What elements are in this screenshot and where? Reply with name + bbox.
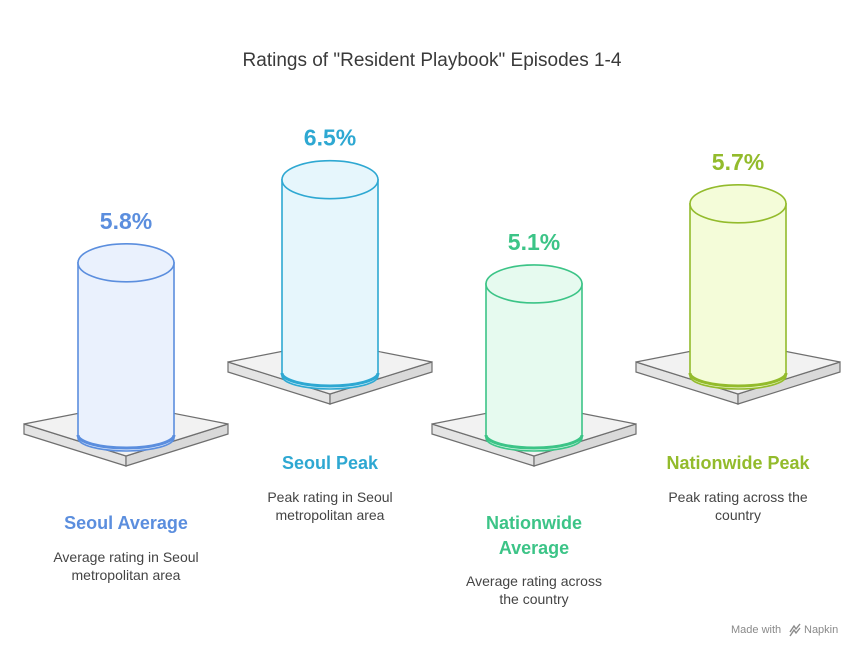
data-label: 5.7% [712, 149, 764, 175]
data-label: 5.1% [508, 229, 560, 255]
bar-bottom-rim [688, 372, 788, 388]
category-description: country [715, 507, 761, 523]
bar-cylinder [485, 283, 583, 452]
bar-bottom-rim [484, 434, 584, 450]
bar-cylinder [77, 262, 175, 452]
category-label: Seoul Peak [282, 453, 379, 473]
data-label: 5.8% [100, 208, 152, 234]
category-description: Average rating in Seoul [53, 549, 198, 565]
bar-group-1: 5.8% Seoul Average Average rating in Seoul… [23, 208, 229, 583]
category-description: Peak rating across the [668, 489, 808, 505]
bar-top-cap [281, 159, 379, 200]
bar-bottom-rim [280, 372, 380, 388]
data-label: 6.5% [304, 125, 356, 151]
category-description: metropolitan area [276, 507, 385, 523]
bar-group-4: 5.7% Nationwide Peak Peak rating across th… [635, 149, 841, 523]
category-description: the country [499, 591, 568, 607]
chart-title: Ratings of "Resident Playbook" Episodes … [243, 50, 622, 71]
bar-bottom-rim [76, 434, 176, 450]
footer-made-with: Made with [731, 624, 781, 636]
footer-brand: Napkin [804, 624, 838, 636]
chart-marks: 5.8% Seoul Average Average rating in Seoul… [23, 125, 841, 607]
category-description: metropolitan area [72, 567, 181, 583]
napkin-logo-icon [789, 623, 801, 637]
bar-top-cap [689, 184, 787, 224]
bar-cylinder [689, 203, 787, 390]
category-description: Peak rating in Seoul [267, 489, 392, 505]
bar-group-3: 5.1% Nationwide Average Average rating acro… [431, 229, 637, 607]
category-label: Seoul Average [64, 513, 188, 533]
bar-top-cap [77, 243, 175, 283]
category-label: Average [499, 538, 569, 558]
bar-top-cap [485, 264, 583, 304]
footer-watermark: Made with Napkin [731, 623, 838, 637]
category-label: Nationwide Peak [666, 453, 810, 473]
bar-group-2: 6.5% Seoul Peak Peak rating in Seoul metrop… [227, 125, 433, 523]
bar-cylinder [281, 178, 379, 390]
category-description: Average rating across [466, 573, 602, 589]
category-label: Nationwide [486, 513, 582, 533]
